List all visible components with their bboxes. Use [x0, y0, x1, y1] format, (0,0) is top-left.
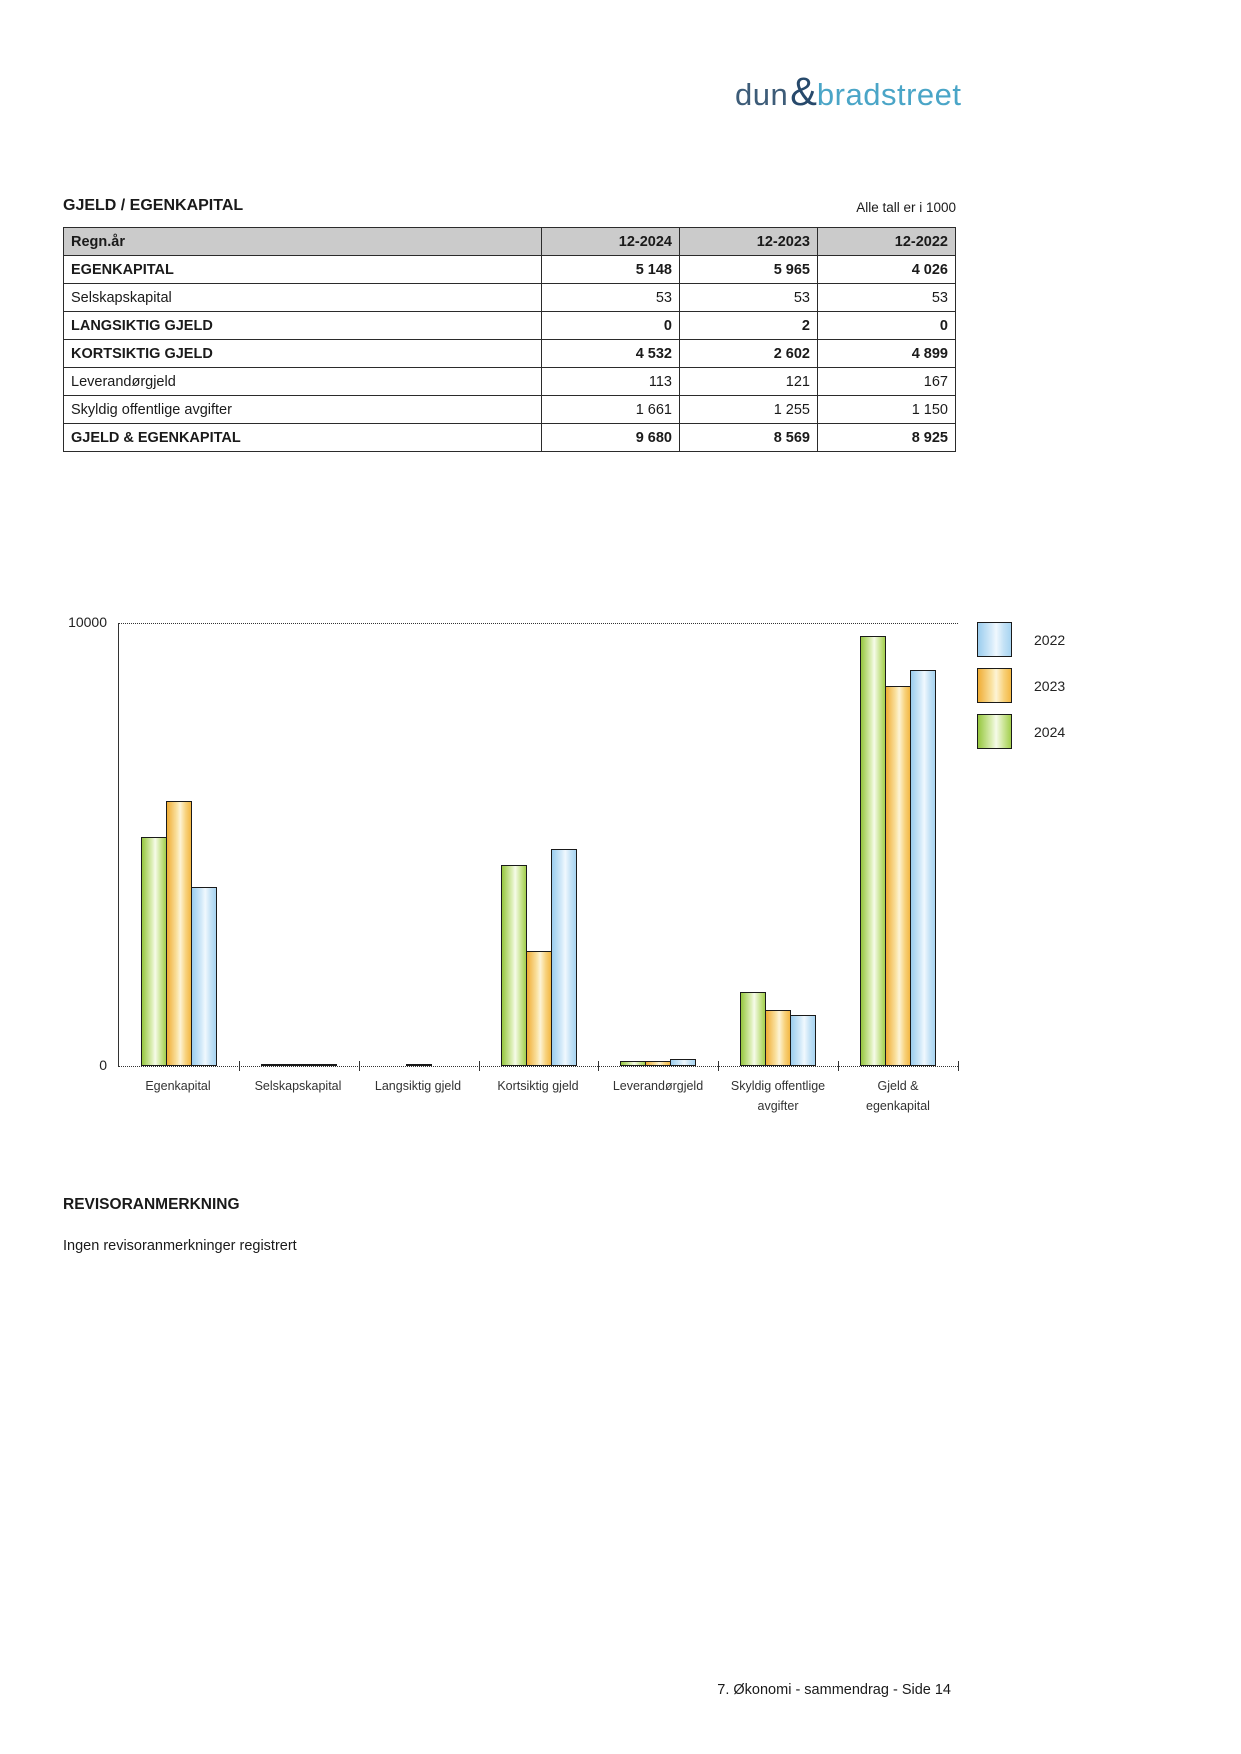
- row-value: 167: [817, 367, 956, 396]
- y-axis-tick-0: 0: [99, 1057, 107, 1073]
- legend-item-2022: 2022: [977, 622, 1065, 657]
- page-footer: 7. Økonomi - sammendrag - Side 14: [717, 1682, 951, 1698]
- bar-2024-3: [500, 864, 527, 1066]
- table-row: Skyldig offentlige avgifter 1 661 1 255 1 1…: [63, 395, 956, 424]
- table-row: LANGSIKTIG GJELD 0 2 0: [63, 311, 956, 340]
- table-header-row: Regn.år 12-2024 12-2023 12-2022: [63, 227, 956, 256]
- row-label: GJELD & EGENKAPITAL: [63, 423, 542, 452]
- x-axis-label: Skyldig offentlige avgifter: [730, 1079, 826, 1113]
- bar-group-4: [598, 624, 720, 1071]
- bar-group-0: [119, 624, 240, 1071]
- x-axis-label: Egenkapital: [145, 1079, 211, 1093]
- x-axis-label: Gjeld & egenkapital: [866, 1079, 930, 1113]
- chart-legend: 2022 2023 2024: [977, 622, 1065, 760]
- x-axis-label: Kortsiktig gjeld: [497, 1079, 579, 1093]
- table-row: KORTSIKTIG GJELD 4 532 2 602 4 899: [63, 339, 956, 368]
- bar-2024-1: [260, 1063, 287, 1066]
- row-label: Leverandørgjeld: [63, 367, 542, 396]
- row-value: 5 965: [679, 255, 818, 284]
- revisor-text: Ingen revisoranmerkninger registrert: [63, 1238, 297, 1254]
- logo-ampersand-icon: &: [790, 70, 817, 114]
- bar-group-1: [239, 624, 360, 1071]
- row-value: 5 148: [541, 255, 680, 284]
- section-title: GJELD / EGENKAPITAL: [63, 197, 244, 214]
- bar-group-5: [718, 624, 840, 1071]
- x-axis-label: Selskapskapital: [254, 1079, 342, 1093]
- bar-2023-6: [885, 685, 912, 1066]
- bar-2022-0: [190, 887, 217, 1066]
- bar-2024-0: [140, 837, 167, 1066]
- table-row: EGENKAPITAL 5 148 5 965 4 026: [63, 255, 956, 284]
- row-label: EGENKAPITAL: [63, 255, 542, 284]
- financial-table: Regn.år 12-2024 12-2023 12-2022 EGENKAPITAL…: [63, 227, 956, 452]
- logo-text-bradstreet: bradstreet: [816, 76, 962, 112]
- bar-2022-4: [670, 1058, 697, 1066]
- row-value: 2: [679, 311, 818, 340]
- row-value: 4 026: [817, 255, 956, 284]
- row-value: 1 150: [817, 395, 956, 424]
- row-value: 8 569: [679, 423, 818, 452]
- table-row: Leverandørgjeld 113 121 167: [63, 367, 956, 396]
- row-label: Skyldig offentlige avgifter: [63, 395, 542, 424]
- row-value: 2 602: [679, 339, 818, 368]
- logo-text-dun: dun: [735, 76, 789, 112]
- row-value: 1 661: [541, 395, 680, 424]
- chart-plot: [118, 623, 959, 1071]
- bar-2024-6: [860, 636, 887, 1066]
- legend-label: 2024: [1034, 723, 1066, 740]
- legend-item-2023: 2023: [977, 668, 1065, 703]
- row-value: 121: [679, 367, 818, 396]
- legend-item-2024: 2024: [977, 714, 1065, 749]
- bar-group-6: [838, 624, 959, 1071]
- row-value: 0: [817, 311, 956, 340]
- legend-label: 2022: [1034, 631, 1066, 648]
- col-header-1: 12-2024: [541, 227, 680, 256]
- row-value: 8 925: [817, 423, 956, 452]
- section-header: GJELD / EGENKAPITAL Alle tall er i 1000: [63, 197, 956, 215]
- legend-swatch-2022: [977, 622, 1012, 657]
- row-label: KORTSIKTIG GJELD: [63, 339, 542, 368]
- row-value: 9 680: [541, 423, 680, 452]
- table-row: Selskapskapital 53 53 53: [63, 283, 956, 312]
- bar-2022-6: [910, 669, 937, 1066]
- units-note: Alle tall er i 1000: [856, 200, 956, 215]
- x-axis-labels: Egenkapital Selskapskapital Langsiktig gje…: [118, 1076, 958, 1116]
- y-axis-tick-10000: 10000: [68, 614, 107, 630]
- bar-2023-1: [285, 1063, 312, 1066]
- col-header-2: 12-2023: [679, 227, 818, 256]
- bar-2023-3: [525, 950, 552, 1066]
- bar-2023-2: [405, 1064, 432, 1066]
- x-axis-label: Leverandørgjeld: [612, 1079, 704, 1093]
- row-value: 53: [541, 283, 680, 312]
- bar-2022-5: [790, 1014, 817, 1066]
- col-header-0: Regn.år: [63, 227, 542, 256]
- bar-2024-5: [740, 992, 767, 1066]
- table-row: GJELD & EGENKAPITAL 9 680 8 569 8 925: [63, 423, 956, 452]
- row-value: 0: [541, 311, 680, 340]
- bar-group-3: [479, 624, 600, 1071]
- bar-2023-4: [645, 1060, 672, 1066]
- revisor-heading: REVISORANMERKNING: [63, 1196, 240, 1213]
- row-value: 1 255: [679, 395, 818, 424]
- bar-2022-1: [310, 1063, 337, 1066]
- row-label: Selskapskapital: [63, 283, 542, 312]
- legend-swatch-2023: [977, 668, 1012, 703]
- bar-2023-0: [165, 801, 192, 1066]
- bar-group-2: [359, 624, 480, 1071]
- bar-2023-5: [765, 1010, 792, 1066]
- row-value: 4 532: [541, 339, 680, 368]
- row-value: 4 899: [817, 339, 956, 368]
- row-label: LANGSIKTIG GJELD: [63, 311, 542, 340]
- x-axis-label: Langsiktig gjeld: [374, 1079, 462, 1093]
- bar-2022-3: [550, 848, 577, 1066]
- row-value: 53: [817, 283, 956, 312]
- legend-swatch-2024: [977, 714, 1012, 749]
- row-value: 53: [679, 283, 818, 312]
- dun-bradstreet-logo: dun & bradstreet: [735, 70, 962, 119]
- row-value: 113: [541, 367, 680, 396]
- legend-label: 2023: [1034, 677, 1066, 694]
- col-header-3: 12-2022: [817, 227, 956, 256]
- bar-2024-4: [620, 1061, 647, 1066]
